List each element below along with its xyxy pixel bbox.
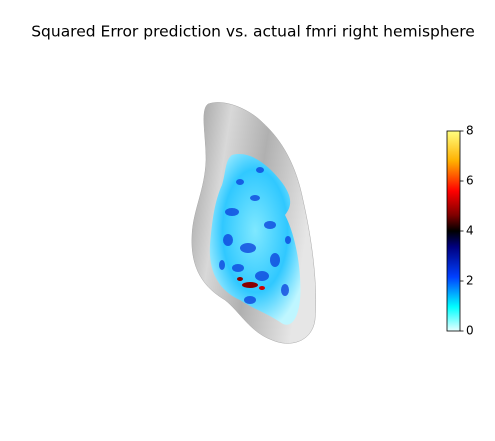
brain-surface bbox=[191, 102, 317, 344]
colorbar-tick-label: 2 bbox=[466, 274, 474, 288]
colorbar bbox=[446, 130, 461, 332]
colorbar-tick-label: 0 bbox=[466, 324, 474, 338]
colorbar-gradient bbox=[446, 130, 461, 332]
colorbar-tick-label: 8 bbox=[466, 124, 474, 138]
colorbar-tick-label: 4 bbox=[466, 224, 474, 238]
colorbar-tick-label: 6 bbox=[466, 174, 474, 188]
chart-title: Squared Error prediction vs. actual fmri… bbox=[31, 23, 475, 41]
error-overlay bbox=[209, 154, 301, 325]
error-hotspots bbox=[237, 277, 265, 290]
error-blobs bbox=[219, 167, 291, 304]
